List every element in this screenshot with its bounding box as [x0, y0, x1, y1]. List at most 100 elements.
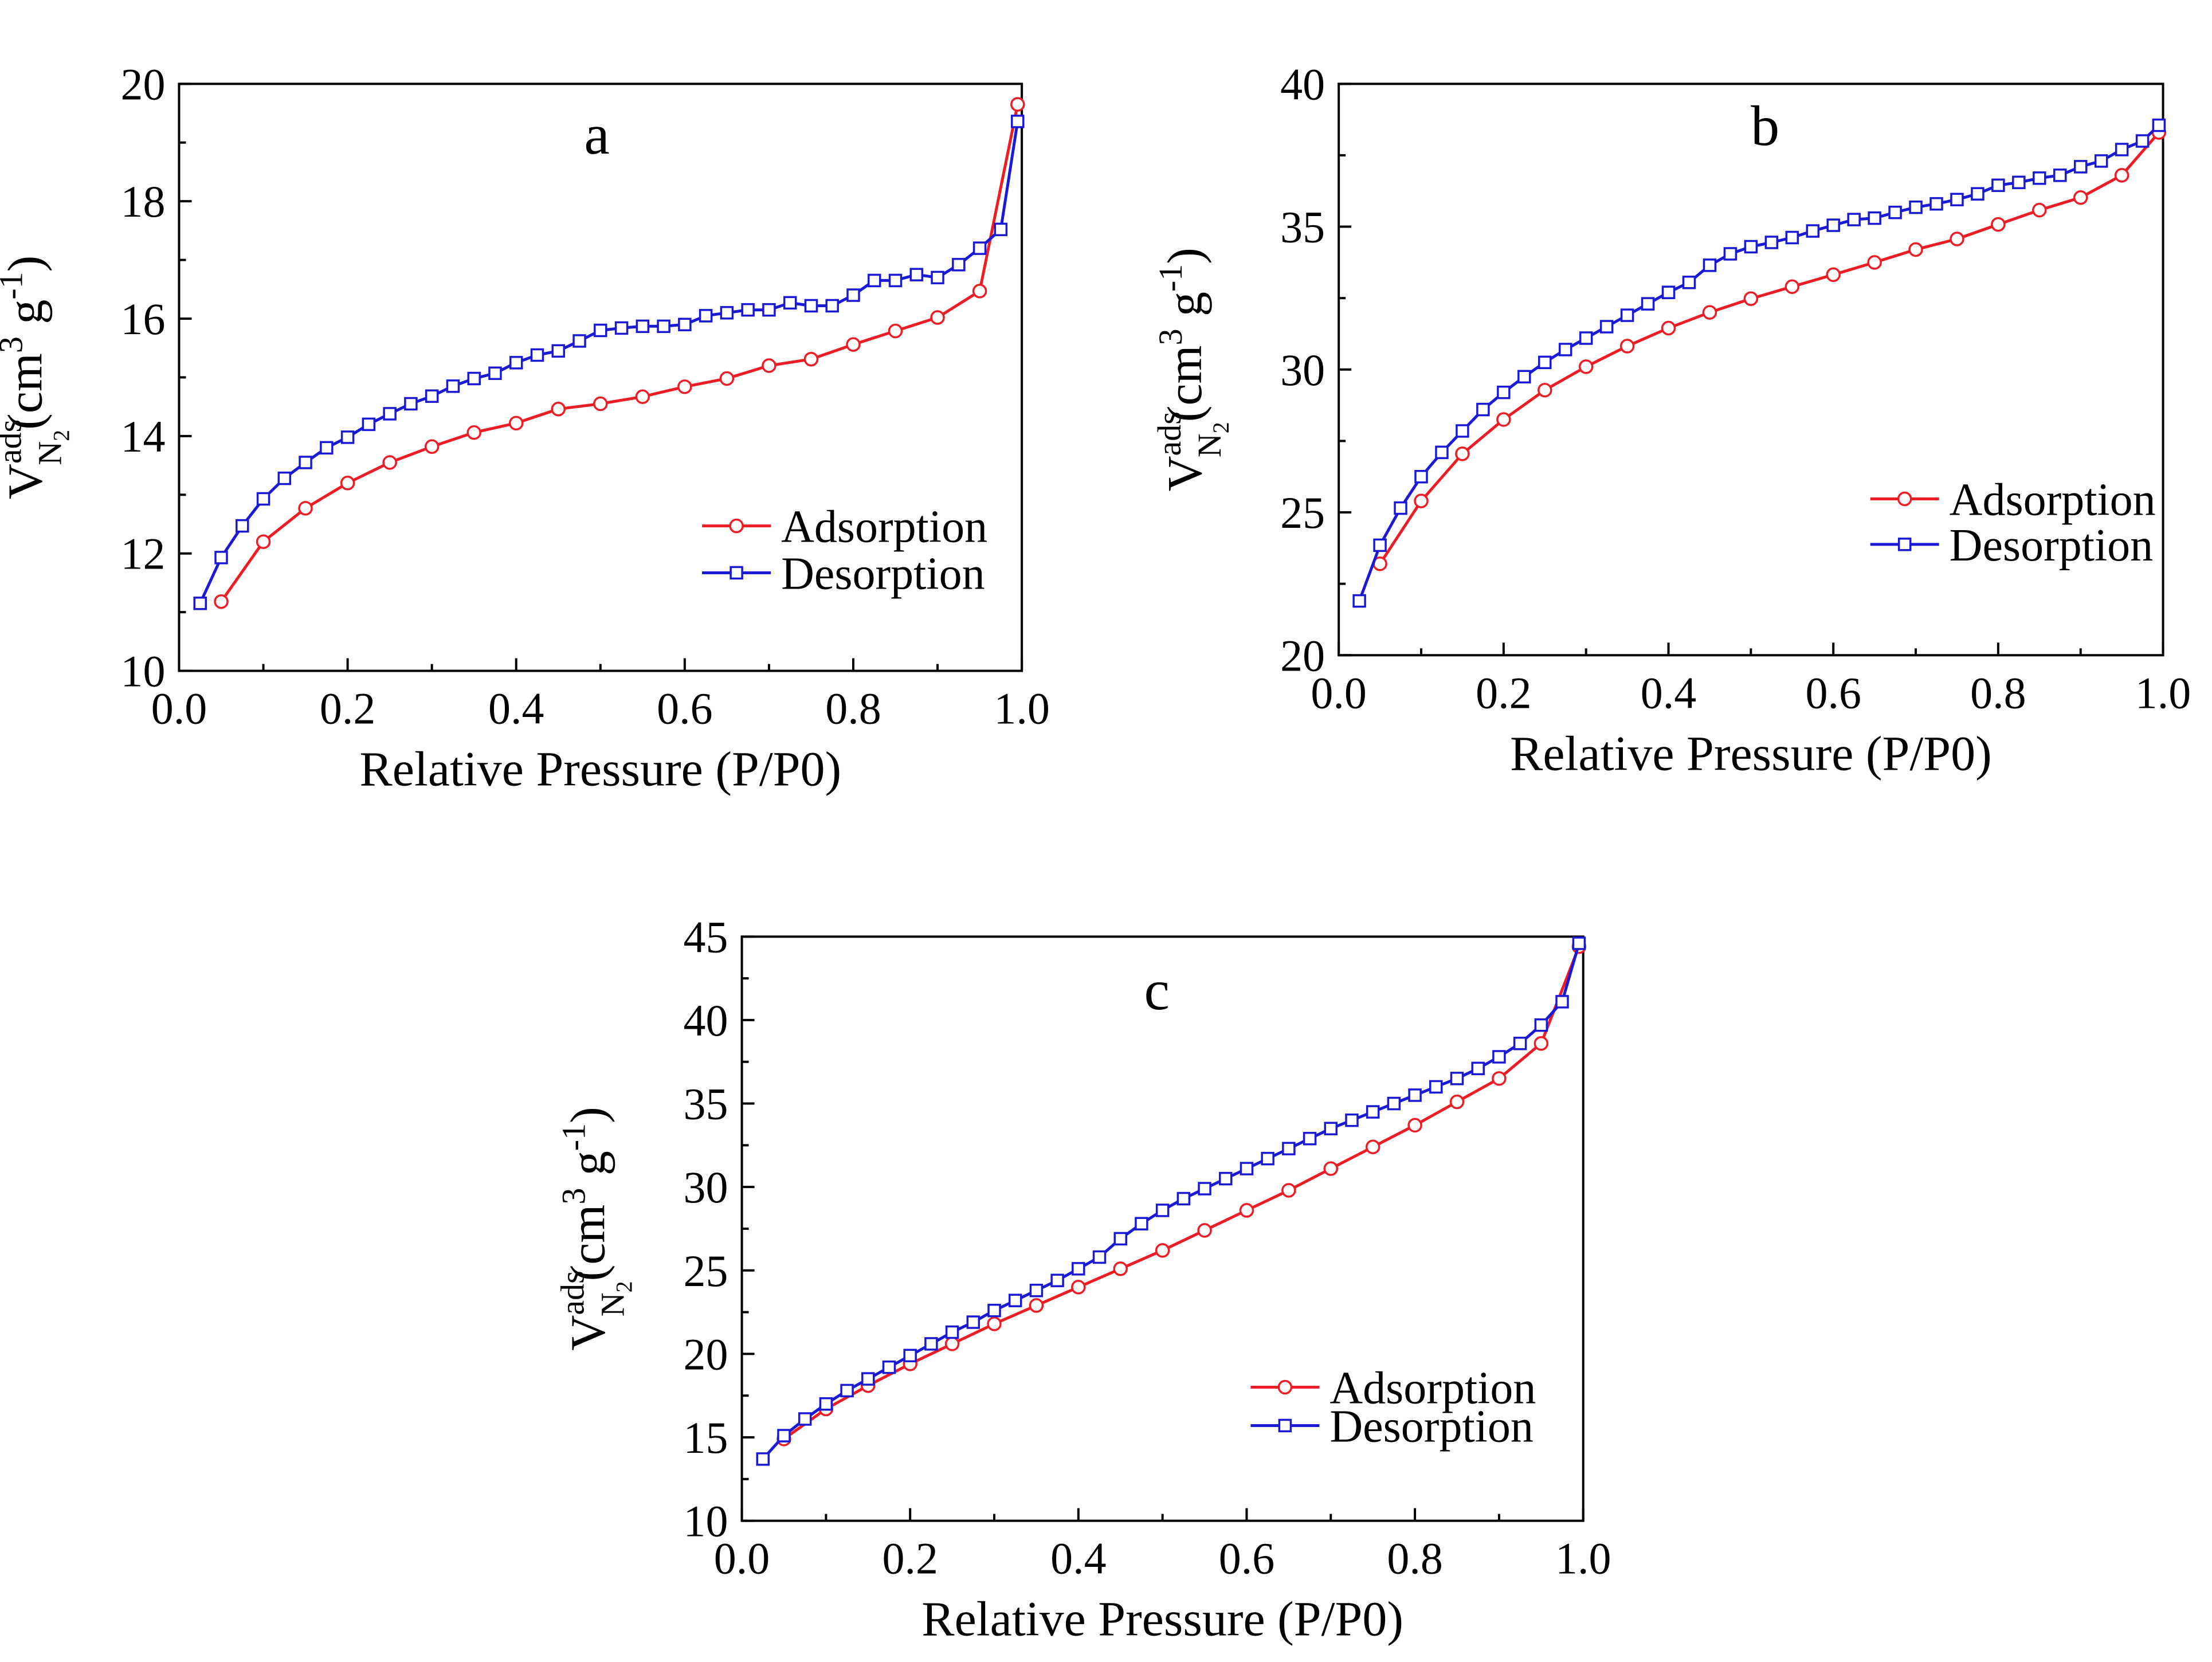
legend-marker [1897, 491, 1912, 507]
adsorption-point [677, 379, 692, 394]
y-axis-title-part: ) [1157, 248, 1212, 264]
desorption-point [1408, 1088, 1422, 1102]
desorption-point [1806, 224, 1819, 238]
series-line-adsorption [783, 946, 1580, 1440]
desorption-point [909, 268, 924, 281]
panel-b-chart: 0.0 0.2 0.4 0.6 0.8 1.0 20 25 30 35 40 Relative Pre… [1151, 59, 2191, 781]
desorption-point [1950, 193, 1964, 206]
y-axis-title-part: -1 [0, 272, 29, 299]
desorption-point [446, 379, 460, 393]
desorption-point [2033, 171, 2046, 185]
y-tick-label: 14 [120, 411, 165, 461]
desorption-point [1219, 1171, 1233, 1186]
y-axis-title-part: g [1157, 292, 1212, 329]
adsorption-point [719, 371, 735, 386]
desorption-point [1387, 1096, 1401, 1111]
y-tick-label: 20 [1280, 630, 1325, 680]
y-axis-title-part: g [560, 1151, 615, 1188]
y-tick-label: 16 [120, 294, 165, 344]
desorption-point [1991, 178, 2005, 193]
desorption-point [966, 1315, 981, 1329]
desorption-point [840, 1383, 854, 1398]
y-axis-title-part: N [1191, 433, 1228, 457]
legend-marker [1278, 1418, 1292, 1433]
desorption-point [1476, 402, 1490, 417]
y-axis-title-part: (cm [0, 353, 52, 430]
desorption-point [798, 1412, 812, 1426]
desorption-point [256, 492, 270, 506]
adsorption-point [256, 534, 271, 549]
y-axis-title-part: -1 [555, 1123, 593, 1151]
adsorption-point [508, 415, 524, 431]
x-axis-title: Relative Pressure (P/P0) [921, 1592, 1403, 1647]
desorption-point [994, 222, 1008, 237]
desorption-point [741, 303, 755, 317]
y-axis-title-part: V [1157, 456, 1212, 491]
adsorption-point [1496, 412, 1511, 427]
series-line-adsorption [219, 104, 1019, 603]
adsorption-point [1029, 1298, 1044, 1313]
desorption-point [1971, 187, 1984, 201]
y-axis-title-part: V [0, 464, 52, 499]
series-line-desorption [1358, 124, 2160, 602]
legend-marker [729, 518, 744, 534]
desorption-point [2053, 168, 2067, 182]
desorption-point [2073, 160, 2088, 174]
legend-label: Adsorption [781, 502, 987, 552]
desorption-point [1723, 247, 1738, 261]
adsorption-point [1455, 446, 1470, 461]
desorption-point [1345, 1113, 1359, 1127]
desorption-point [804, 299, 818, 313]
y-tick-label: 10 [120, 646, 165, 696]
desorption-point [1492, 1050, 1506, 1064]
desorption-point [1072, 1262, 1085, 1276]
desorption-point [2115, 143, 2129, 156]
adsorption-point [424, 439, 440, 454]
desorption-point [1744, 240, 1758, 254]
adsorption-point [1991, 217, 2006, 232]
desorption-point [783, 296, 797, 310]
y-tick-label: 30 [1280, 345, 1325, 395]
x-tick-label: 0.2 [320, 684, 376, 734]
desorption-point [1366, 1105, 1380, 1119]
legend-marker [1897, 538, 1912, 551]
panel-a-chart: 0.0 0.2 0.4 0.6 0.8 1.0 10 12 14 16 18 20 Relative P… [0, 59, 1050, 796]
adsorption-point [2073, 190, 2088, 205]
adsorption-point [1197, 1223, 1212, 1238]
y-tick-label: 40 [1280, 59, 1325, 109]
y-axis-title-part: ads [1151, 411, 1188, 456]
panel-letter: a [584, 103, 609, 166]
y-axis-title-part: ads [554, 1271, 591, 1315]
desorption-point [1497, 385, 1511, 399]
adsorption-point [1365, 1139, 1380, 1155]
desorption-point [299, 456, 312, 469]
y-tick-label: 35 [1280, 202, 1325, 252]
desorption-point [1456, 424, 1469, 438]
y-axis-title-part: 2 [1208, 422, 1234, 433]
desorption-point [530, 348, 544, 362]
desorption-point [236, 519, 249, 533]
desorption-point [1764, 236, 1779, 249]
desorption-point [1888, 205, 1902, 219]
desorption-point [987, 1303, 1001, 1318]
desorption-point [1155, 1204, 1170, 1217]
desorption-point [340, 430, 355, 444]
desorption-point [572, 334, 586, 348]
adsorption-point [1323, 1161, 1339, 1176]
desorption-point [699, 309, 713, 323]
y-axis-title: VadsN2(cm3 g-1) [1151, 248, 1234, 492]
x-tick-label: 0.6 [1805, 668, 1861, 718]
y-axis-title-part: 3 [0, 336, 29, 353]
x-tick-label: 1.0 [2135, 668, 2191, 718]
desorption-point [551, 344, 566, 358]
y-tick-label: 35 [684, 1079, 728, 1129]
desorption-point [678, 317, 692, 332]
desorption-point [1538, 355, 1552, 370]
adsorption-point [1826, 267, 1841, 283]
series-line-desorption [762, 943, 1580, 1460]
desorption-point [1572, 936, 1586, 950]
adsorption-point [1743, 291, 1759, 306]
desorption-point [1534, 1018, 1548, 1032]
y-tick-label: 30 [684, 1162, 728, 1212]
adsorption-point [2114, 168, 2129, 183]
